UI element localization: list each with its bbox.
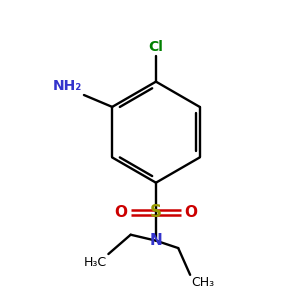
Text: H₃C: H₃C: [84, 256, 107, 268]
Text: O: O: [115, 205, 128, 220]
Text: NH₂: NH₂: [53, 79, 82, 93]
Text: O: O: [184, 205, 197, 220]
Text: CH₃: CH₃: [192, 276, 215, 289]
Text: S: S: [150, 203, 162, 221]
Text: N: N: [150, 233, 162, 248]
Text: Cl: Cl: [148, 40, 164, 54]
